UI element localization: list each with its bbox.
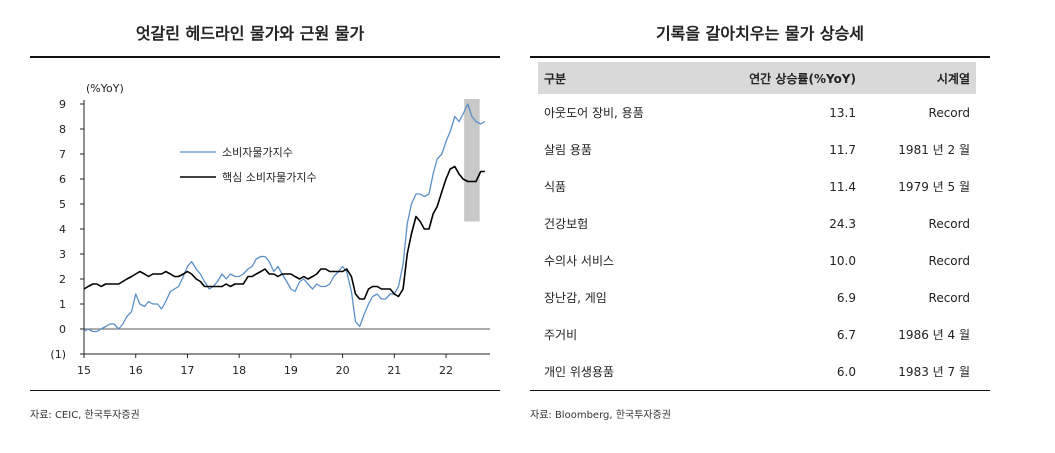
x-tick-label: 18 bbox=[232, 364, 246, 377]
y-tick-label: 2 bbox=[59, 273, 66, 286]
col-header-category: 구분 bbox=[538, 62, 700, 94]
left-panel-title: 엇갈린 헤드라인 물가와 근원 물가 bbox=[135, 24, 365, 43]
cell-rate: 13.1 bbox=[829, 105, 856, 120]
cell-category: 아웃도어 장비, 용품 bbox=[544, 106, 644, 120]
cell-category: 개인 위생용품 bbox=[544, 365, 615, 379]
left-title-rule bbox=[30, 56, 500, 58]
legend-label-2: 핵심 소비자물가지수 bbox=[222, 171, 317, 184]
y-tick-label: 4 bbox=[59, 223, 66, 236]
cell-series: Record bbox=[928, 290, 970, 305]
right-bottom-rule bbox=[530, 390, 990, 391]
cell-series: 1983 년 7 월 bbox=[898, 365, 970, 379]
cell-category: 건강보험 bbox=[544, 217, 589, 231]
cell-rate: 11.7 bbox=[829, 142, 856, 157]
y-tick-label: 0 bbox=[59, 323, 66, 336]
cell-series: Record bbox=[928, 105, 970, 120]
y-tick-label: 5 bbox=[59, 198, 66, 211]
series-line-2 bbox=[83, 165, 485, 300]
y-axis-label: (%YoY) bbox=[86, 82, 124, 95]
cell-category: 식품 bbox=[544, 180, 567, 194]
x-tick-label: 17 bbox=[180, 364, 194, 377]
table-row: 장난감, 게임 6.9 Record bbox=[538, 279, 976, 316]
x-tick-label: 15 bbox=[77, 364, 91, 377]
legend-label-1: 소비자물가지수 bbox=[222, 146, 293, 159]
y-tick-label: 3 bbox=[59, 248, 66, 261]
table-row: 주거비 6.7 1986 년 4 월 bbox=[538, 316, 976, 353]
left-source: 자료: CEIC, 한국투자증권 bbox=[30, 410, 140, 421]
table-row: 수의사 서비스 10.0 Record bbox=[538, 242, 976, 279]
y-tick-label: 6 bbox=[59, 173, 66, 186]
highlight-box bbox=[464, 99, 480, 222]
table-header-row: 구분 연간 상승률(%YoY) 시계열 bbox=[538, 62, 976, 94]
right-source: 자료: Bloomberg, 한국투자증권 bbox=[530, 410, 671, 421]
col-header-series: 시계열 bbox=[862, 62, 976, 94]
cell-category: 수의사 서비스 bbox=[544, 254, 615, 268]
cell-rate: 6.7 bbox=[836, 327, 856, 342]
right-panel-title: 기록을 갈아치우는 물가 상승세 bbox=[655, 24, 865, 43]
y-tick-label: 1 bbox=[59, 298, 66, 311]
line-chart: (1) 0 1 2 3 4 5 6 7 8 9 15 16 17 18 19 20 21 22 (%YoY) 소비자물가… bbox=[50, 82, 490, 377]
cell-rate: 24.3 bbox=[829, 216, 856, 231]
y-tick-label: (1) bbox=[50, 348, 66, 361]
x-tick-label: 22 bbox=[439, 364, 453, 377]
x-tick-label: 16 bbox=[129, 364, 143, 377]
cell-rate: 11.4 bbox=[829, 179, 856, 194]
cell-series: 1986 년 4 월 bbox=[898, 328, 970, 342]
table-row: 살림 용품 11.7 1981 년 2 월 bbox=[538, 131, 976, 168]
series-line-1 bbox=[83, 103, 486, 333]
cell-series: Record bbox=[928, 253, 970, 268]
cell-series: 1979 년 5 월 bbox=[898, 180, 970, 194]
cell-category: 장난감, 게임 bbox=[544, 291, 607, 305]
x-tick-label: 19 bbox=[284, 364, 298, 377]
table-row: 아웃도어 장비, 용품 13.1 Record bbox=[538, 94, 976, 131]
table-row: 식품 11.4 1979 년 5 월 bbox=[538, 168, 976, 205]
table-row: 건강보험 24.3 Record bbox=[538, 205, 976, 242]
x-tick-label: 20 bbox=[336, 364, 350, 377]
col-header-rate: 연간 상승률(%YoY) bbox=[700, 62, 862, 94]
cell-rate: 6.9 bbox=[836, 290, 856, 305]
cell-rate: 10.0 bbox=[829, 253, 856, 268]
table-row: 개인 위생용품 6.0 1983 년 7 월 bbox=[538, 353, 976, 390]
cell-category: 살림 용품 bbox=[544, 143, 592, 157]
y-tick-label: 7 bbox=[59, 148, 66, 161]
y-tick-label: 9 bbox=[59, 98, 66, 111]
cell-rate: 6.0 bbox=[836, 364, 856, 379]
inflation-table: 구분 연간 상승률(%YoY) 시계열 아웃도어 장비, 용품 13.1 Rec… bbox=[538, 62, 976, 390]
left-bottom-rule bbox=[30, 390, 500, 391]
cell-category: 주거비 bbox=[544, 328, 578, 342]
y-tick-label: 8 bbox=[59, 123, 66, 136]
cell-series: 1981 년 2 월 bbox=[898, 143, 970, 157]
cell-series: Record bbox=[928, 216, 970, 231]
x-tick-label: 21 bbox=[387, 364, 401, 377]
right-title-rule bbox=[530, 56, 990, 58]
